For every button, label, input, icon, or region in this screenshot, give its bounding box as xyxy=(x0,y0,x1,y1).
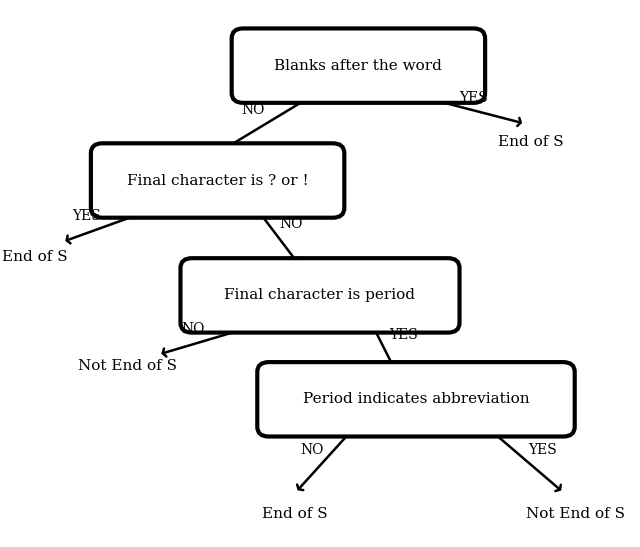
Text: End of S: End of S xyxy=(262,507,327,521)
Text: NO: NO xyxy=(280,217,303,231)
Text: YES: YES xyxy=(460,91,488,105)
FancyBboxPatch shape xyxy=(232,28,485,103)
Text: YES: YES xyxy=(529,443,557,457)
FancyBboxPatch shape xyxy=(91,143,344,218)
Text: Final character is ? or !: Final character is ? or ! xyxy=(127,173,308,188)
Text: Not End of S: Not End of S xyxy=(79,359,177,374)
Text: Period indicates abbreviation: Period indicates abbreviation xyxy=(303,392,529,406)
Text: NO: NO xyxy=(301,443,324,457)
Text: End of S: End of S xyxy=(3,250,68,264)
Text: YES: YES xyxy=(389,328,417,342)
Text: NO: NO xyxy=(182,322,205,336)
Text: Final character is period: Final character is period xyxy=(225,288,415,302)
Text: Not End of S: Not End of S xyxy=(527,507,625,521)
FancyBboxPatch shape xyxy=(180,258,460,333)
Text: YES: YES xyxy=(72,208,100,223)
Text: NO: NO xyxy=(241,103,264,118)
Text: End of S: End of S xyxy=(499,135,564,149)
Text: Blanks after the word: Blanks after the word xyxy=(275,59,442,73)
FancyBboxPatch shape xyxy=(257,362,575,437)
